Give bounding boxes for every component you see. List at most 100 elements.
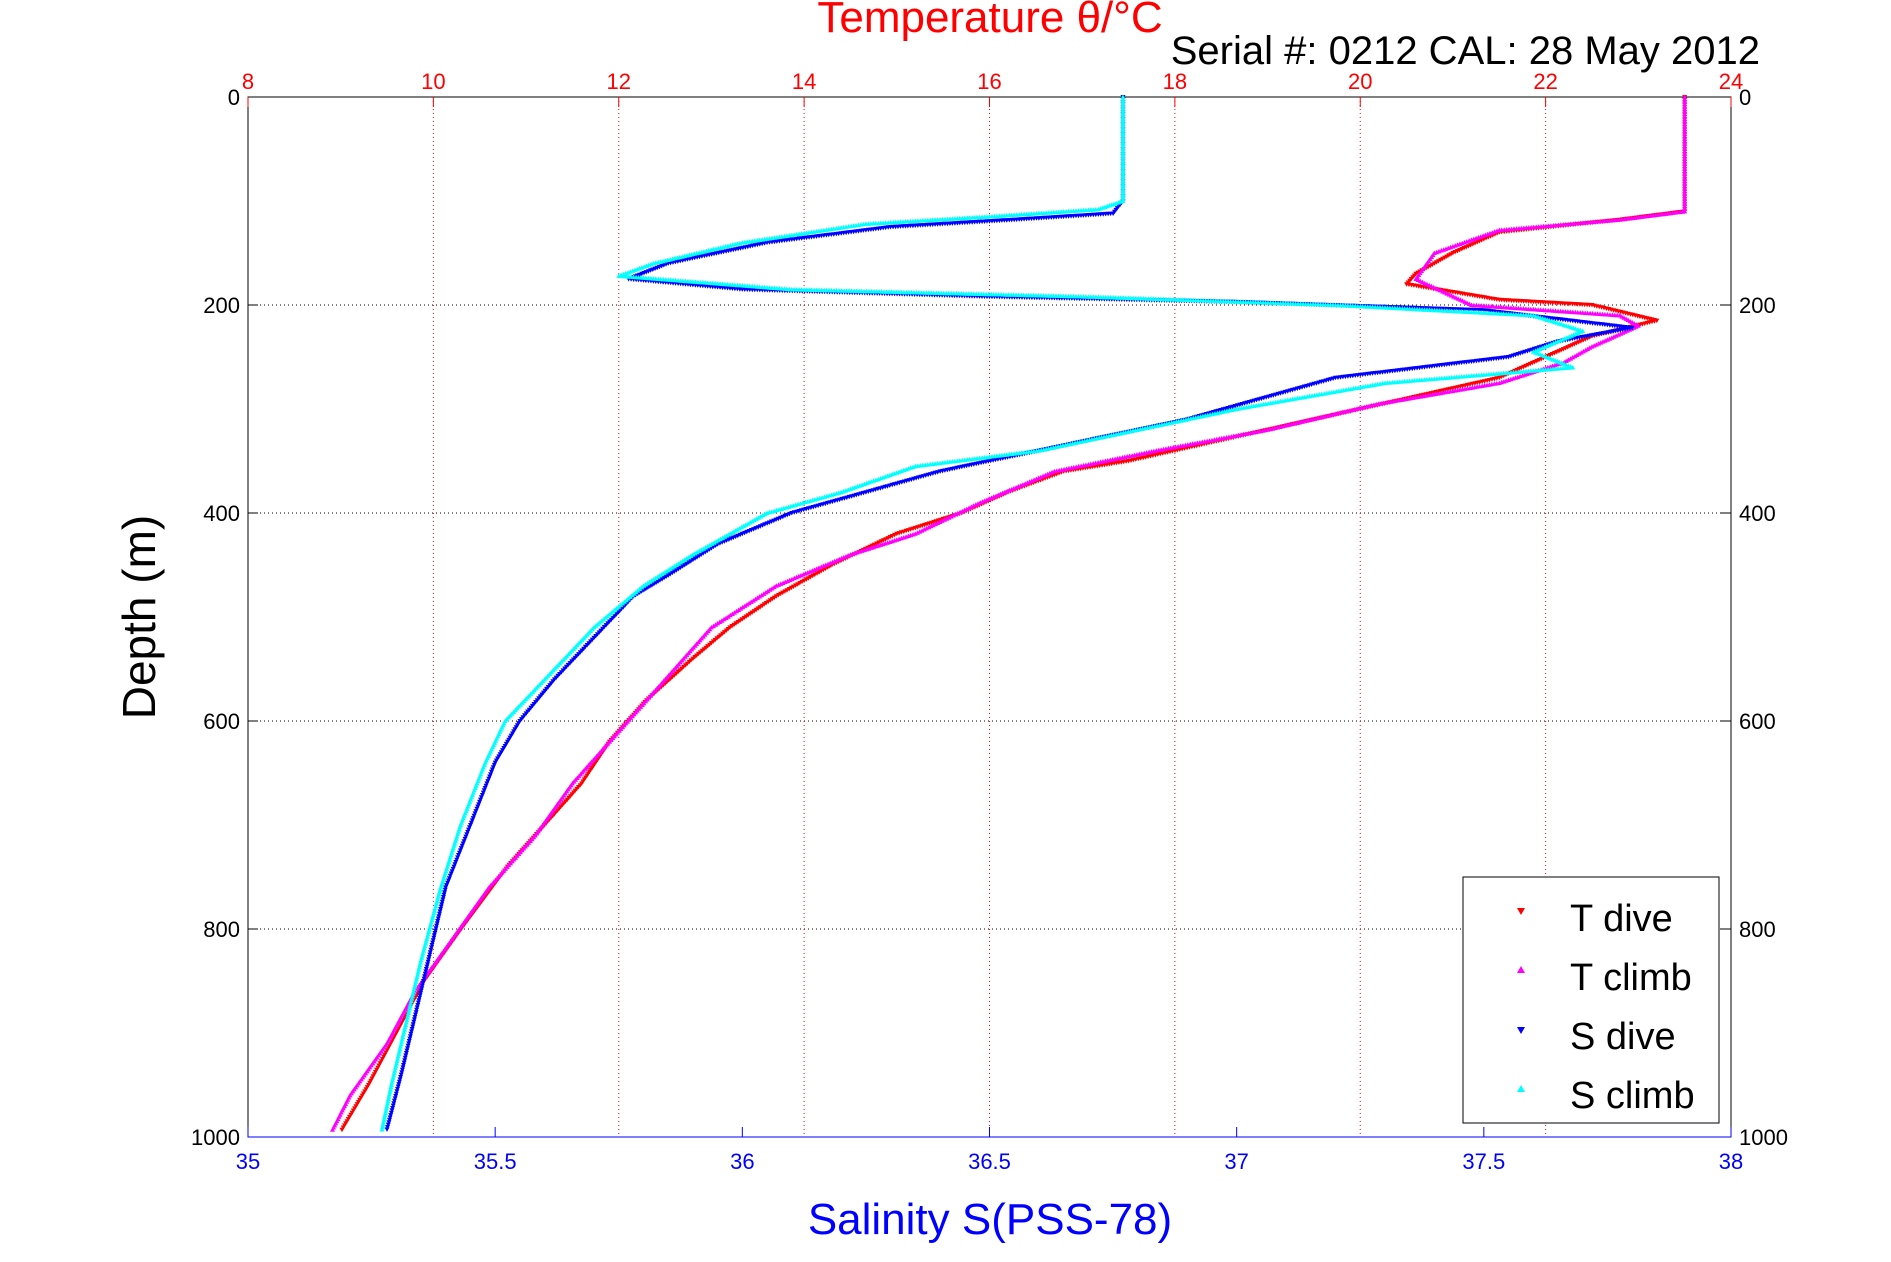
data-point-s-climb bbox=[401, 1029, 407, 1035]
data-point-s-dive bbox=[394, 1089, 400, 1094]
data-point-s-dive bbox=[385, 1125, 391, 1130]
data-point-s-climb bbox=[408, 1000, 414, 1006]
data-point-s-climb bbox=[414, 974, 420, 979]
y-tick-label-right: 400 bbox=[1739, 501, 1776, 526]
data-point-s-climb bbox=[436, 891, 442, 897]
data-point-s-dive bbox=[450, 866, 456, 872]
data-point-s-climb bbox=[414, 976, 419, 982]
y-tick-label-right: 800 bbox=[1739, 917, 1776, 942]
data-point-s-climb bbox=[431, 910, 437, 916]
data-point-s-dive bbox=[463, 834, 469, 840]
data-point-s-climb bbox=[399, 1036, 405, 1042]
data-point-s-dive bbox=[698, 552, 704, 558]
data-point-s-dive bbox=[485, 779, 491, 784]
data-point-s-climb bbox=[1120, 176, 1126, 181]
data-point-s-dive bbox=[388, 1110, 394, 1116]
data-point-s-climb bbox=[391, 1070, 397, 1075]
data-point-t-dive bbox=[803, 577, 809, 582]
data-point-s-dive bbox=[655, 579, 661, 584]
data-point-s-climb bbox=[431, 908, 437, 913]
x-bottom-tick-label: 35 bbox=[236, 1149, 260, 1174]
data-point-s-climb bbox=[1120, 131, 1126, 137]
data-point-s-climb bbox=[407, 1003, 413, 1008]
data-point-s-dive bbox=[653, 580, 659, 586]
data-point-s-dive bbox=[453, 860, 459, 865]
data-point-s-climb bbox=[386, 1094, 392, 1099]
data-point-s-dive bbox=[452, 862, 458, 867]
data-point-s-climb bbox=[389, 1080, 395, 1085]
data-point-s-dive bbox=[415, 1000, 421, 1006]
data-point-s-climb bbox=[426, 929, 432, 934]
data-point-s-dive bbox=[424, 964, 430, 970]
legend-marker-s-climb bbox=[1517, 1085, 1525, 1092]
data-point-s-dive bbox=[399, 1067, 405, 1073]
data-point-s-climb bbox=[416, 967, 422, 972]
data-point-s-dive bbox=[425, 962, 430, 967]
data-point-s-climb bbox=[1120, 158, 1126, 164]
data-point-s-climb bbox=[1120, 186, 1126, 191]
data-point-t-climb bbox=[1682, 111, 1688, 117]
data-point-s-climb bbox=[412, 981, 418, 987]
data-point-s-climb bbox=[384, 1101, 390, 1106]
data-point-s-climb bbox=[433, 901, 439, 906]
data-point-s-climb bbox=[1120, 146, 1126, 151]
data-point-s-dive bbox=[488, 772, 494, 777]
data-point-s-dive bbox=[708, 546, 714, 551]
data-point-s-climb bbox=[415, 972, 421, 977]
data-point-t-dive bbox=[739, 617, 745, 622]
data-point-t-dive bbox=[749, 610, 755, 615]
data-point-s-dive bbox=[647, 584, 653, 589]
data-point-s-climb bbox=[1120, 126, 1126, 132]
chart-title: Temperature θ/°C bbox=[817, 0, 1162, 42]
x-top-tick-label: 20 bbox=[1348, 69, 1372, 94]
data-point-t-dive bbox=[763, 601, 769, 606]
data-point-s-climb bbox=[1120, 144, 1126, 149]
data-point-s-dive bbox=[455, 855, 461, 860]
data-point-s-dive bbox=[436, 914, 442, 919]
x-top-tick-label: 22 bbox=[1533, 69, 1557, 94]
data-point-s-dive bbox=[401, 1063, 406, 1068]
data-point-s-dive bbox=[483, 783, 489, 789]
data-point-s-climb bbox=[390, 1077, 395, 1083]
data-point-s-climb bbox=[382, 1112, 388, 1118]
series-layer bbox=[330, 94, 1688, 1133]
data-point-t-dive bbox=[751, 609, 757, 614]
data-point-t-dive bbox=[805, 576, 811, 581]
data-point-s-climb bbox=[1120, 134, 1126, 139]
data-point-t-dive bbox=[814, 571, 820, 576]
data-point-s-dive bbox=[462, 836, 468, 842]
data-point-s-dive bbox=[410, 1022, 416, 1027]
data-point-s-dive bbox=[673, 568, 679, 573]
data-point-s-dive bbox=[398, 1075, 404, 1080]
y-tick-label-left: 400 bbox=[203, 501, 240, 526]
data-point-s-climb bbox=[424, 934, 430, 939]
data-point-s-climb bbox=[1120, 101, 1126, 107]
data-point-t-dive bbox=[795, 582, 801, 587]
data-point-s-dive bbox=[413, 1010, 419, 1015]
data-point-t-climb bbox=[1682, 171, 1688, 176]
data-point-s-dive bbox=[478, 797, 483, 803]
data-point-s-climb bbox=[422, 943, 428, 949]
data-point-s-climb bbox=[399, 1039, 405, 1044]
data-point-s-climb bbox=[421, 948, 427, 953]
data-point-t-dive bbox=[808, 575, 813, 580]
data-point-s-climb bbox=[421, 946, 427, 951]
data-point-s-dive bbox=[669, 570, 675, 576]
data-point-s-dive bbox=[476, 802, 482, 807]
data-point-s-dive bbox=[412, 1015, 418, 1020]
data-point-s-dive bbox=[678, 565, 683, 571]
data-point-s-dive bbox=[387, 1115, 393, 1120]
data-point-s-dive bbox=[401, 1060, 407, 1066]
y-tick-label-right: 600 bbox=[1739, 709, 1776, 734]
data-point-s-dive bbox=[442, 887, 448, 893]
data-point-s-dive bbox=[680, 564, 686, 569]
data-point-s-dive bbox=[428, 947, 434, 953]
data-point-s-dive bbox=[667, 572, 673, 577]
data-point-s-dive bbox=[480, 790, 486, 796]
data-point-s-climb bbox=[1120, 168, 1126, 174]
data-point-t-climb bbox=[1682, 164, 1688, 169]
data-point-s-dive bbox=[406, 1039, 412, 1044]
data-point-s-dive bbox=[411, 1017, 417, 1022]
data-point-s-dive bbox=[426, 957, 432, 962]
